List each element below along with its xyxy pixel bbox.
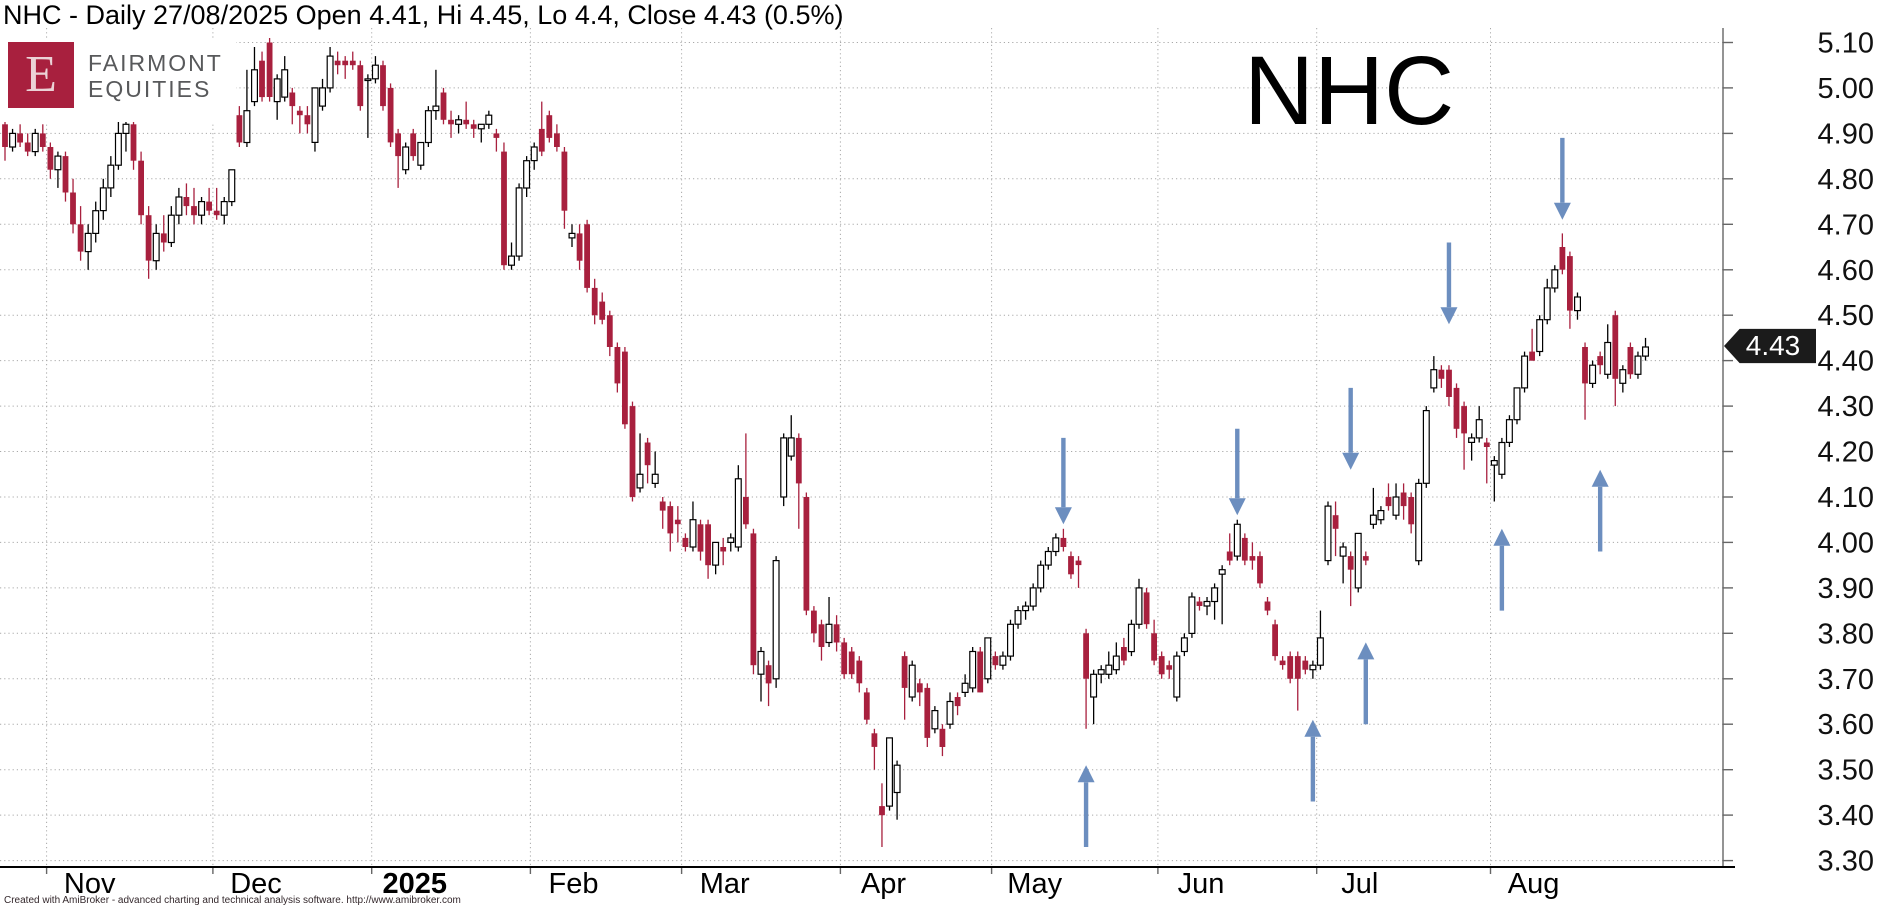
svg-text:May: May: [1007, 868, 1062, 900]
logo-text-equities: EQUITIES: [88, 76, 212, 102]
svg-text:3.70: 3.70: [1818, 664, 1874, 696]
chart-title: NHC - Daily 27/08/2025 Open 4.41, Hi 4.4…: [3, 0, 844, 30]
svg-text:4.70: 4.70: [1818, 209, 1874, 241]
svg-text:3.90: 3.90: [1818, 573, 1874, 605]
fairmont-equities-logo: E FAIRMONT EQUITIES: [0, 38, 236, 122]
svg-text:Feb: Feb: [549, 868, 599, 900]
svg-text:Nov: Nov: [64, 868, 116, 900]
last-price-tag: 4.43: [1724, 328, 1816, 364]
svg-text:4.90: 4.90: [1818, 118, 1874, 150]
svg-text:4.60: 4.60: [1818, 255, 1874, 287]
svg-text:4.10: 4.10: [1818, 482, 1874, 514]
svg-text:2025: 2025: [383, 868, 448, 900]
svg-text:4.50: 4.50: [1818, 300, 1874, 332]
svg-text:3.40: 3.40: [1818, 800, 1874, 832]
svg-text:3.80: 3.80: [1818, 618, 1874, 650]
logo-text-fairmont: FAIRMONT: [88, 50, 223, 76]
svg-text:5.10: 5.10: [1818, 28, 1874, 60]
svg-text:Mar: Mar: [700, 868, 750, 900]
svg-text:4.40: 4.40: [1818, 346, 1874, 378]
svg-text:4.20: 4.20: [1818, 437, 1874, 469]
svg-text:4.30: 4.30: [1818, 391, 1874, 423]
ticker-watermark: NHC: [1244, 36, 1455, 145]
svg-text:5.00: 5.00: [1818, 73, 1874, 105]
amibroker-footer-note: Created with AmiBroker - advanced charti…: [4, 895, 461, 906]
svg-text:4.80: 4.80: [1818, 164, 1874, 196]
svg-text:Jul: Jul: [1341, 868, 1378, 900]
svg-text:Jun: Jun: [1178, 868, 1225, 900]
svg-text:Aug: Aug: [1508, 868, 1560, 900]
svg-text:3.30: 3.30: [1818, 846, 1874, 878]
svg-text:3.50: 3.50: [1818, 755, 1874, 787]
logo-letter: E: [25, 46, 57, 103]
logo-e-icon: E: [8, 42, 74, 108]
svg-text:Dec: Dec: [230, 868, 282, 900]
svg-text:Apr: Apr: [861, 868, 906, 900]
svg-text:4.00: 4.00: [1818, 527, 1874, 559]
svg-text:3.60: 3.60: [1818, 709, 1874, 741]
